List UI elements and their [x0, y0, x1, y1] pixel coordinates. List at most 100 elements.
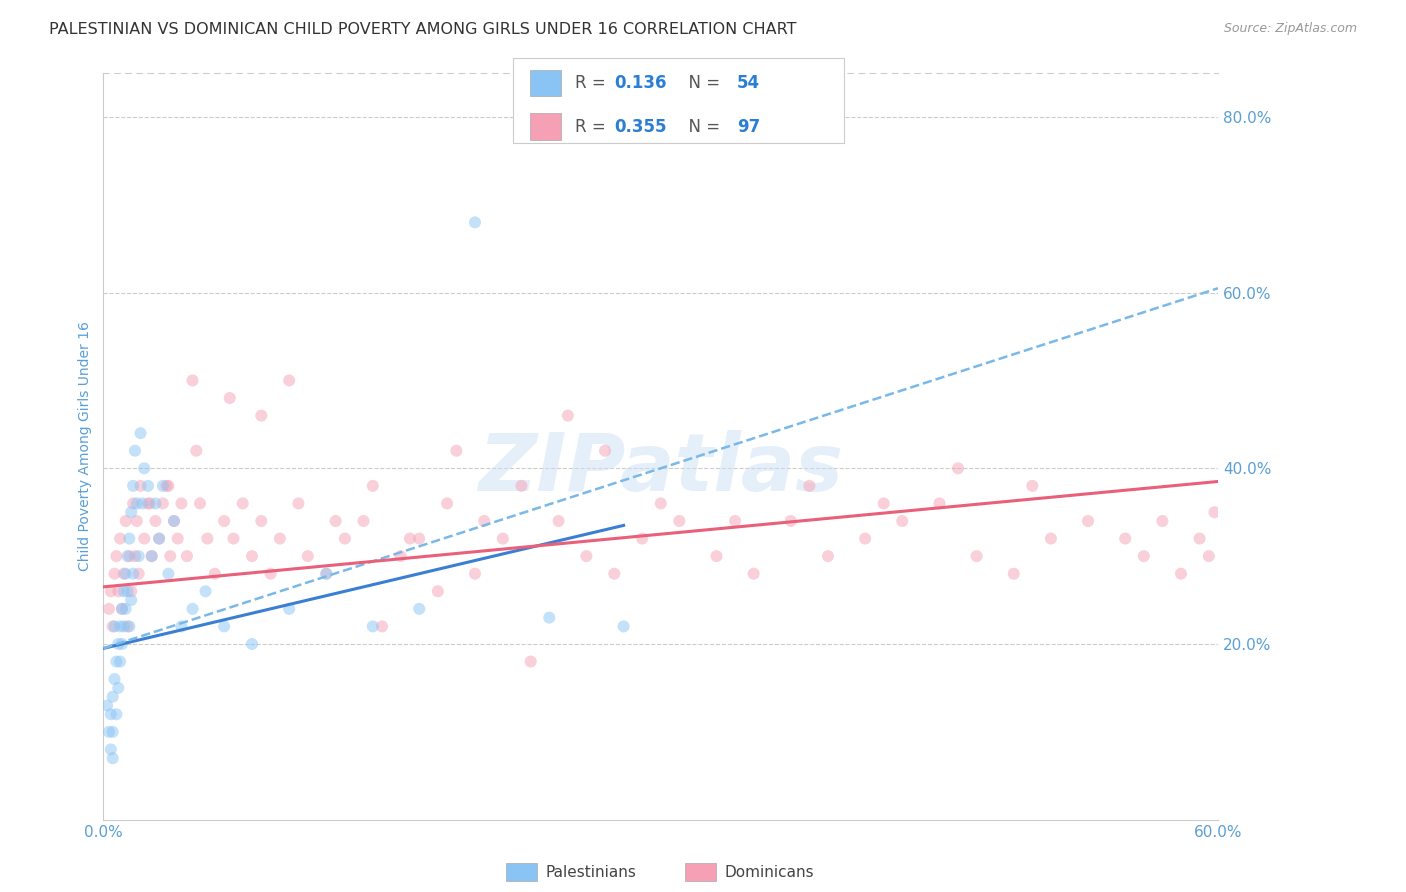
Point: [114, 602, 136, 616]
Point: [724, 514, 747, 528]
Point: [188, 496, 211, 510]
Point: [101, 619, 124, 633]
Text: 97: 97: [737, 118, 761, 136]
Point: [105, 549, 128, 563]
Point: [817, 549, 839, 563]
Point: [107, 637, 129, 651]
Point: [212, 514, 235, 528]
Point: [101, 724, 124, 739]
Point: [100, 707, 122, 722]
Point: [118, 532, 141, 546]
Point: [1188, 532, 1211, 546]
Point: [1021, 479, 1043, 493]
Point: [361, 479, 384, 493]
Text: R =: R =: [575, 74, 612, 92]
Point: [278, 602, 301, 616]
Point: [315, 566, 337, 581]
Point: [128, 549, 150, 563]
Text: Dominicans: Dominicans: [724, 865, 814, 880]
Point: [668, 514, 690, 528]
Point: [446, 443, 468, 458]
Point: [779, 514, 801, 528]
Point: [181, 374, 204, 388]
Point: [436, 496, 458, 510]
Point: [742, 566, 765, 581]
Point: [163, 514, 186, 528]
Point: [371, 619, 394, 633]
Point: [928, 496, 950, 510]
Point: [575, 549, 598, 563]
Point: [124, 549, 146, 563]
Point: [361, 619, 384, 633]
Point: [157, 479, 180, 493]
Point: [492, 532, 515, 546]
Point: [547, 514, 569, 528]
Point: [145, 496, 167, 510]
Point: [1170, 566, 1192, 581]
Point: [120, 505, 142, 519]
Text: N =: N =: [678, 118, 725, 136]
Point: [1152, 514, 1174, 528]
Point: [194, 584, 217, 599]
Point: [799, 479, 821, 493]
Point: [1039, 532, 1062, 546]
Point: [240, 549, 263, 563]
Point: [170, 619, 193, 633]
Point: [1114, 532, 1136, 546]
Point: [118, 549, 141, 563]
Point: [891, 514, 914, 528]
Point: [706, 549, 728, 563]
Point: [105, 707, 128, 722]
Point: [603, 566, 626, 581]
Point: [141, 549, 163, 563]
Text: ZIPatlas: ZIPatlas: [478, 430, 844, 508]
Point: [176, 549, 198, 563]
Point: [122, 496, 145, 510]
Point: [103, 672, 125, 686]
Text: 0.136: 0.136: [614, 74, 666, 92]
Point: [111, 602, 134, 616]
Point: [510, 479, 533, 493]
Point: [259, 566, 281, 581]
Point: [1133, 549, 1156, 563]
Point: [1002, 566, 1025, 581]
Point: [278, 374, 301, 388]
Point: [631, 532, 654, 546]
Point: [107, 681, 129, 695]
Point: [112, 619, 135, 633]
Point: [222, 532, 245, 546]
Point: [170, 496, 193, 510]
Point: [287, 496, 309, 510]
Point: [232, 496, 254, 510]
Point: [120, 593, 142, 607]
Text: R =: R =: [575, 118, 612, 136]
Point: [97, 602, 120, 616]
Point: [108, 655, 131, 669]
Point: [181, 602, 204, 616]
Point: [148, 532, 170, 546]
Point: [197, 532, 219, 546]
Text: 0.355: 0.355: [614, 118, 666, 136]
Point: [114, 566, 136, 581]
Point: [118, 619, 141, 633]
Point: [399, 532, 422, 546]
Point: [120, 584, 142, 599]
Point: [122, 566, 145, 581]
Point: [129, 426, 152, 441]
Point: [152, 479, 174, 493]
Point: [139, 496, 162, 510]
Point: [250, 409, 273, 423]
Point: [538, 610, 561, 624]
Text: PALESTINIAN VS DOMINICAN CHILD POVERTY AMONG GIRLS UNDER 16 CORRELATION CHART: PALESTINIAN VS DOMINICAN CHILD POVERTY A…: [49, 22, 797, 37]
Point: [100, 742, 122, 756]
Point: [107, 584, 129, 599]
Point: [472, 514, 495, 528]
Point: [100, 584, 122, 599]
Point: [204, 566, 226, 581]
Point: [148, 532, 170, 546]
Point: [103, 566, 125, 581]
Point: [152, 496, 174, 510]
Point: [103, 619, 125, 633]
Point: [101, 751, 124, 765]
Point: [325, 514, 347, 528]
